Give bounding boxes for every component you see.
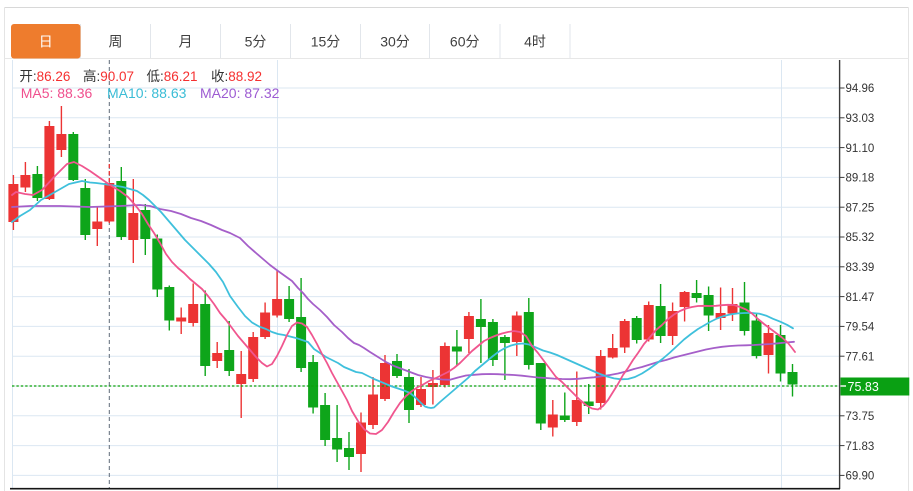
svg-text:15分: 15分 <box>311 34 341 50</box>
svg-text:93.03: 93.03 <box>846 113 875 125</box>
svg-text:收:88.92: 收:88.92 <box>211 69 262 84</box>
svg-text:30分: 30分 <box>380 34 410 50</box>
svg-text:开:86.26: 开:86.26 <box>19 69 70 84</box>
svg-text:91.10: 91.10 <box>846 143 875 155</box>
svg-text:85.32: 85.32 <box>846 232 875 244</box>
svg-text:79.54: 79.54 <box>846 322 875 334</box>
svg-text:73.75: 73.75 <box>846 411 875 423</box>
svg-text:MA10: 88.63: MA10: 88.63 <box>107 85 187 101</box>
svg-text:71.83: 71.83 <box>846 441 875 453</box>
svg-text:高:90.07: 高:90.07 <box>83 68 134 84</box>
svg-text:周: 周 <box>109 34 123 50</box>
svg-text:60分: 60分 <box>450 34 480 50</box>
svg-text:87.25: 87.25 <box>846 202 875 214</box>
svg-text:89.18: 89.18 <box>846 173 875 185</box>
svg-text:4时: 4时 <box>524 34 546 50</box>
svg-text:低:86.21: 低:86.21 <box>147 69 198 84</box>
svg-text:69.90: 69.90 <box>846 471 875 483</box>
svg-text:MA20: 87.32: MA20: 87.32 <box>200 85 280 101</box>
svg-text:83.39: 83.39 <box>846 262 875 274</box>
svg-text:MA5: 88.36: MA5: 88.36 <box>21 85 93 101</box>
svg-text:75.83: 75.83 <box>848 380 879 394</box>
svg-text:77.61: 77.61 <box>846 351 875 363</box>
svg-text:5分: 5分 <box>245 34 267 50</box>
svg-text:日: 日 <box>39 34 53 50</box>
svg-text:94.96: 94.96 <box>846 83 875 95</box>
svg-text:81.47: 81.47 <box>846 292 875 304</box>
svg-text:月: 月 <box>179 34 193 50</box>
